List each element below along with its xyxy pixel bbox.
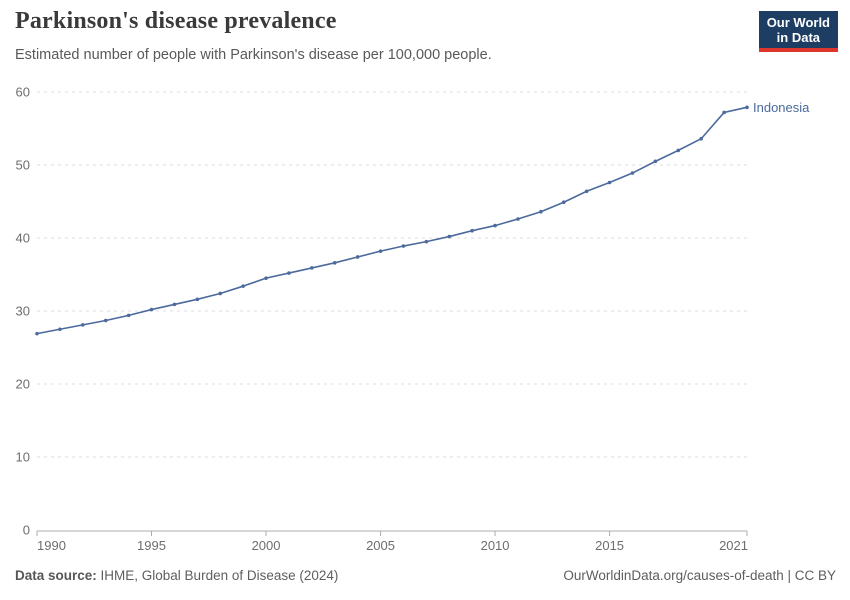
data-point-2011 bbox=[516, 217, 520, 221]
data-point-1993 bbox=[103, 318, 108, 323]
x-tick-label-2021: 2021 bbox=[719, 538, 748, 553]
x-tick-label-2005: 2005 bbox=[366, 538, 395, 553]
y-tick-label-40: 40 bbox=[16, 231, 30, 246]
x-tick-label-1990: 1990 bbox=[37, 538, 66, 553]
y-tick-label-0: 0 bbox=[23, 523, 30, 538]
data-source-note: Data source: IHME, Global Burden of Dise… bbox=[15, 568, 338, 583]
trend-line-indonesia bbox=[36, 106, 748, 335]
data-point-2005 bbox=[378, 249, 383, 253]
data-point-1998 bbox=[218, 291, 223, 296]
data-source-text: IHME, Global Burden of Disease (2024) bbox=[96, 568, 339, 583]
data-point-2020 bbox=[722, 110, 726, 115]
data-point-2018 bbox=[676, 148, 681, 153]
data-point-2003 bbox=[332, 261, 337, 265]
data-point-2000 bbox=[264, 276, 268, 280]
data-point-2010 bbox=[493, 223, 497, 228]
x-tick-label-1995: 1995 bbox=[137, 538, 166, 553]
data-point-2021 bbox=[745, 105, 749, 110]
owid-citation-link[interactable]: OurWorldinData.org/causes-of-death | CC … bbox=[563, 568, 836, 583]
data-point-2016 bbox=[630, 171, 635, 175]
series-label-indonesia[interactable]: Indonesia bbox=[753, 100, 810, 115]
data-point-2013 bbox=[561, 200, 566, 205]
data-point-2015 bbox=[607, 180, 612, 185]
data-point-1990 bbox=[35, 331, 39, 336]
y-tick-label-50: 50 bbox=[16, 158, 30, 173]
data-point-2001 bbox=[287, 271, 291, 275]
y-tick-label-30: 30 bbox=[16, 304, 30, 319]
data-point-2009 bbox=[470, 228, 474, 233]
chart-subtitle: Estimated number of people with Parkinso… bbox=[15, 47, 492, 63]
data-point-2008 bbox=[447, 234, 452, 239]
data-point-1991 bbox=[58, 327, 62, 332]
data-source-label: Data source: bbox=[15, 568, 97, 583]
data-point-2017 bbox=[653, 159, 658, 164]
page-title: Parkinson's disease prevalence bbox=[15, 8, 337, 34]
owid-logo-line1: Our World bbox=[766, 15, 830, 30]
x-tick-label-2000: 2000 bbox=[252, 538, 281, 553]
data-point-1996 bbox=[172, 302, 177, 307]
data-point-2007 bbox=[424, 239, 429, 244]
x-tick-label-2010: 2010 bbox=[481, 538, 510, 553]
data-point-1995 bbox=[149, 307, 154, 312]
data-point-2019 bbox=[699, 136, 703, 141]
y-tick-label-60: 60 bbox=[16, 85, 30, 100]
data-point-2012 bbox=[539, 209, 543, 214]
data-point-1999 bbox=[241, 284, 245, 288]
owid-logo[interactable]: Our World in Data bbox=[758, 11, 838, 52]
data-point-2006 bbox=[401, 244, 406, 248]
data-point-1992 bbox=[81, 323, 85, 327]
data-point-1994 bbox=[126, 313, 131, 318]
data-point-1997 bbox=[195, 297, 200, 302]
owid-logo-line2: in Data bbox=[776, 30, 821, 45]
data-point-2002 bbox=[310, 266, 314, 270]
data-point-2014 bbox=[584, 189, 589, 194]
y-tick-label-10: 10 bbox=[16, 450, 30, 465]
x-tick-label-2015: 2015 bbox=[595, 538, 624, 553]
y-tick-label-20: 20 bbox=[16, 377, 30, 392]
data-point-2004 bbox=[355, 255, 360, 259]
